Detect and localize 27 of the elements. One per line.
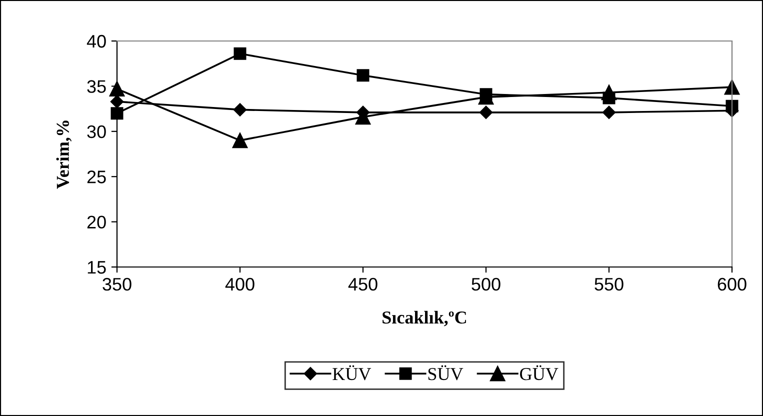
- point: [356, 69, 370, 82]
- point: [109, 81, 125, 97]
- point: [602, 106, 616, 120]
- point: [232, 132, 248, 148]
- y-tick-label: 30: [87, 125, 106, 138]
- legend-label: KÜV: [332, 365, 372, 380]
- y-tick-label: 40: [86, 34, 106, 48]
- x-tick-label: 350: [102, 278, 132, 291]
- legend-label: GÜV: [520, 365, 558, 380]
- y-tick-label: 35: [87, 80, 106, 93]
- y-axis-title: Verim,%: [56, 120, 72, 189]
- legend-label: SÜV: [428, 365, 464, 380]
- point: [233, 103, 247, 116]
- x-tick-label: 550: [594, 278, 624, 291]
- point: [479, 106, 493, 120]
- y-tick-label: 25: [87, 170, 106, 184]
- x-tick-label: 400: [225, 278, 254, 291]
- point: [601, 84, 617, 100]
- point: [726, 100, 738, 112]
- x-axis-title: Sıcaklık,ºC: [382, 310, 466, 326]
- point: [110, 107, 124, 120]
- y-tick-label: 15: [88, 261, 106, 274]
- point: [234, 47, 246, 60]
- x-tick-label: 500: [472, 278, 500, 291]
- x-tick-label: 600: [718, 278, 746, 291]
- y-tick-label: 20: [87, 216, 106, 229]
- x-tick-label: 450: [348, 278, 378, 291]
